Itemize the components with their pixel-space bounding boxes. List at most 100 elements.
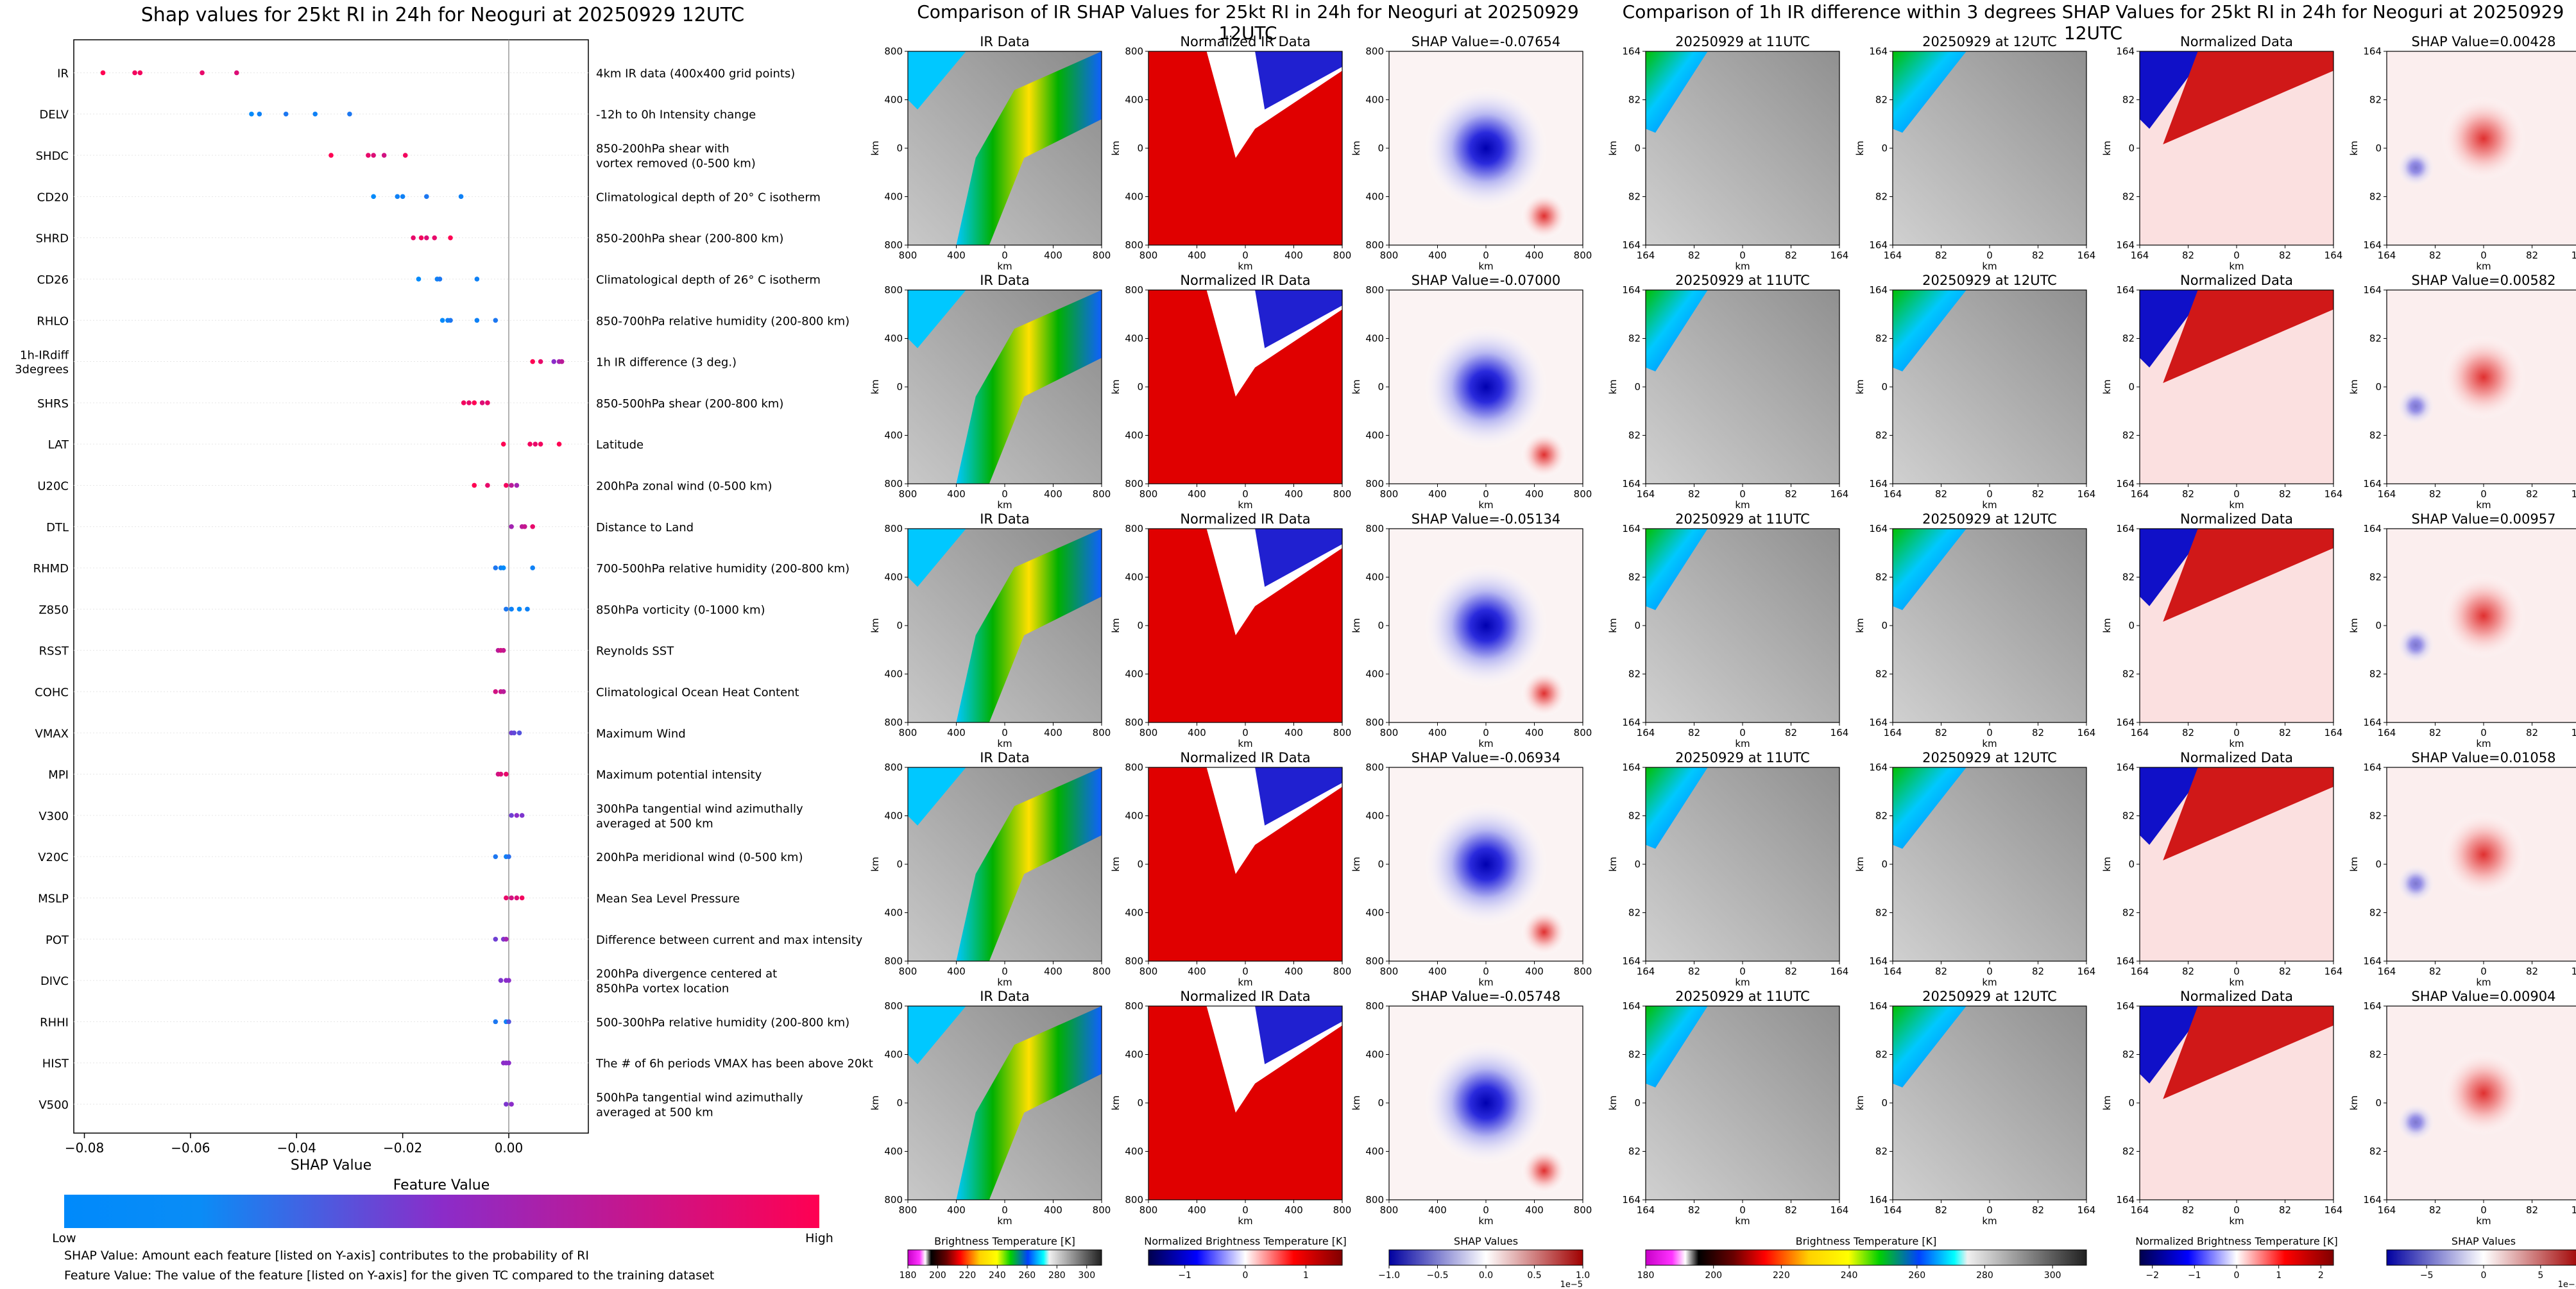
panel-x-tick-label: 82 — [1935, 1204, 1947, 1216]
panel-y-tick-label: 400 — [884, 94, 903, 106]
shap-negative-core — [1424, 86, 1548, 210]
colorbar-tick-label: 240 — [989, 1270, 1006, 1281]
panel-x-tick-label: 164 — [2572, 488, 2576, 500]
shap-point — [522, 524, 527, 529]
feature-description-label: Climatological Ocean Heat Content — [596, 686, 799, 699]
norm-cold-region — [1255, 290, 1342, 348]
shap-point — [461, 400, 466, 405]
image-colorbar — [1388, 1249, 1583, 1266]
colorbar-tick-label: 220 — [959, 1270, 977, 1281]
panel-y-tick-label: 800 — [1365, 762, 1384, 773]
panel-x-tick-label: 82 — [2526, 727, 2538, 738]
panel-title: Normalized Data — [2180, 750, 2293, 765]
panel-x-axis-label: km — [997, 260, 1012, 272]
panel-y-tick-label: 164 — [2363, 1000, 2382, 1012]
panel-x-tick-label: 82 — [2429, 966, 2441, 977]
shapdiff-negative-patch — [2396, 387, 2435, 426]
colorbar-label: Normalized Brightness Temperature [K] — [1144, 1235, 1347, 1247]
panel-y-axis-label: km — [1110, 1095, 1122, 1110]
norm-cold-region — [1255, 1006, 1342, 1064]
panel-x-tick-label: 400 — [1525, 250, 1544, 261]
panel-y-axis-label: km — [1854, 379, 1866, 394]
panel-x-tick-label: 82 — [2279, 250, 2291, 261]
normdiff-blue-region — [2140, 1006, 2208, 1084]
panel-y-tick-label: 800 — [1365, 523, 1384, 534]
colorbar-tick-label: −1 — [1178, 1270, 1191, 1281]
shap-point — [474, 277, 480, 282]
panel-y-tick-label: 82 — [2369, 430, 2382, 441]
colorbar-tick-label: 0.0 — [1479, 1270, 1493, 1281]
panel-y-tick-label: 400 — [1125, 810, 1143, 822]
feature-name-label: RHLO — [37, 314, 69, 328]
panel-y-axis-label: km — [2101, 1095, 2113, 1110]
panel-title: Normalized IR Data — [1180, 34, 1310, 49]
panel-x-tick-label: 164 — [1830, 966, 1849, 977]
panel-y-tick-label: 82 — [1628, 430, 1641, 441]
panel-y-tick-label: 82 — [1628, 1049, 1641, 1061]
panel-title: 20250929 at 11UTC — [1675, 511, 1810, 527]
panel-x-tick-label: 82 — [1688, 488, 1700, 500]
panel-x-axis-label: km — [1478, 260, 1493, 272]
panel-x-axis-label: km — [2229, 977, 2244, 988]
panel-x-tick-label: 800 — [1139, 727, 1158, 738]
panel-y-tick-label: 400 — [1365, 907, 1384, 919]
panel-y-axis-label: km — [1607, 618, 1619, 633]
panel-x-tick-label: 800 — [1574, 488, 1592, 500]
panel-x-tick-label: 400 — [947, 966, 966, 977]
ir-cloud-patch — [908, 290, 966, 348]
panel-x-tick-label: 0 — [1002, 727, 1008, 738]
image-colorbar — [907, 1249, 1102, 1266]
panel-y-tick-label: 0 — [1881, 620, 1888, 631]
panel-y-tick-label: 164 — [1869, 762, 1888, 773]
panel-y-tick-label: 82 — [2122, 1049, 2135, 1061]
panel-x-tick-label: 82 — [2032, 488, 2044, 500]
panel-x-tick-label: 400 — [1188, 966, 1206, 977]
panel-row: IR Data80080040040000400400800800kmkmNor… — [869, 511, 2576, 749]
panel-x-tick-label: 0 — [1242, 727, 1249, 738]
panel-y-axis-label: km — [2348, 379, 2360, 394]
panel-x-tick-label: 164 — [2131, 488, 2149, 500]
panel-x-tick-label: 164 — [1830, 488, 1849, 500]
x-axis-label: SHAP Value — [291, 1157, 371, 1174]
panel-title: 20250929 at 12UTC — [1922, 750, 2057, 765]
panel-x-tick-label: 0 — [1242, 1204, 1249, 1216]
panel-y-tick-label: 82 — [2369, 669, 2382, 680]
feature-name-label: V20C — [38, 851, 69, 864]
panel-y-tick-label: 164 — [1622, 955, 1641, 967]
image-colorbar — [1645, 1249, 2087, 1266]
shap-point — [530, 524, 535, 529]
panel-y-tick-label: 0 — [1634, 1097, 1641, 1109]
panel-x-tick-label: 0 — [1986, 250, 1993, 261]
panel-y-tick-label: 800 — [884, 523, 903, 534]
panel-y-tick-label: 164 — [2363, 1194, 2382, 1206]
panel-y-tick-label: 164 — [2363, 762, 2382, 773]
panel-x-tick-label: 0 — [2233, 727, 2240, 738]
feature-name-label: RSST — [39, 645, 69, 658]
colorbar-tick-label: 260 — [1908, 1270, 1925, 1281]
shap-point — [439, 318, 445, 323]
colorbar-tick-label: −1.0 — [1378, 1270, 1400, 1281]
panel-x-tick-label: 400 — [1044, 250, 1062, 261]
panel-y-tick-label: 400 — [1365, 1146, 1384, 1157]
feature-name-label: RHHI — [40, 1016, 69, 1029]
panel-y-tick-label: 800 — [1365, 284, 1384, 296]
panel-y-axis-label: km — [869, 379, 881, 394]
panel-y-tick-label: 82 — [1875, 430, 1888, 441]
shap-point — [519, 813, 525, 818]
colorbar-tick-label: 1.0 — [1576, 1270, 1590, 1281]
panel-y-tick-label: 82 — [1628, 572, 1641, 583]
panel-x-tick-label: 164 — [2077, 727, 2096, 738]
panel-title: 20250929 at 11UTC — [1675, 750, 1810, 765]
panel-y-tick-label: 800 — [884, 478, 903, 490]
panel-title: 20250929 at 12UTC — [1922, 989, 2057, 1004]
panel-x-tick-label: 82 — [1785, 488, 1797, 500]
panel-x-tick-label: 800 — [1093, 250, 1111, 261]
ir-cloud-patch — [908, 529, 966, 587]
shap-point — [509, 524, 514, 529]
norm-cold-region — [1255, 767, 1342, 826]
panel-x-tick-label: 400 — [1428, 250, 1447, 261]
panel-x-tick-label: 400 — [1525, 1204, 1544, 1216]
panel-y-tick-label: 82 — [2122, 669, 2135, 680]
panel-y-tick-label: 82 — [2369, 810, 2382, 822]
colorbar-tick-label: 280 — [1976, 1270, 1993, 1281]
